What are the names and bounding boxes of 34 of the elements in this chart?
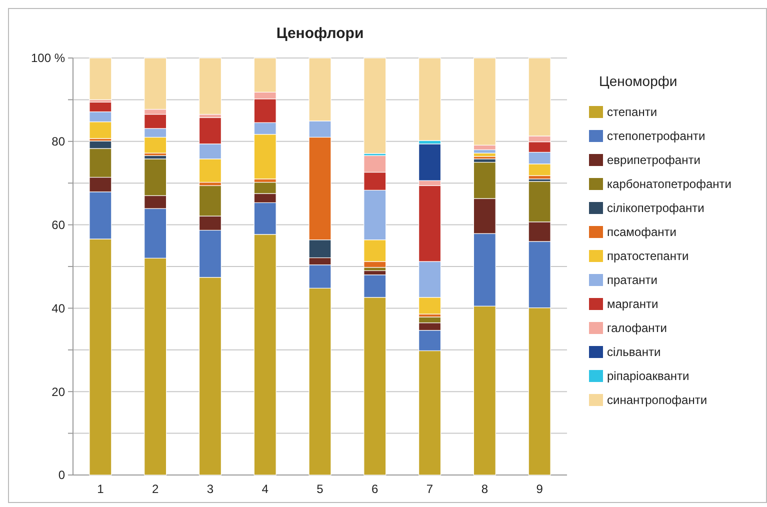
bar [418,58,442,141]
x-tick-label: 7 [426,482,434,496]
bar [364,58,386,154]
x-tick-label: 1 [97,482,104,496]
legend-label: карбонатопетрофанти [607,177,732,192]
legend-label: марганти [607,297,658,312]
legend-label: галофанти [607,321,667,336]
legend-title: Ценоморфи [599,73,678,89]
legend-label: ріпаріоакванти [607,369,690,384]
y-tick-label: 80 [52,134,66,149]
chart-title: Ценофлори [276,25,364,42]
x-tick-label: 2 [152,482,159,496]
legend-label: пратостепанти [607,249,689,264]
legend-label: степанти [607,105,658,120]
x-tick-label: 9 [536,482,544,496]
bar [198,58,222,115]
legend-label: еврипетрофанти [607,153,700,168]
bar [89,58,112,100]
legend-label: степопетрофанти [607,129,706,144]
x-tick-label: 8 [481,482,488,496]
y-tick-label: 20 [52,384,66,399]
legend-label: сільванти [607,345,661,360]
x-tick-label: 6 [372,482,379,496]
y-tick-label: 60 [52,218,66,232]
legend-label: псамофанти [607,225,676,240]
y-tick-label: 40 [52,301,66,316]
x-tick-label: 3 [206,482,214,496]
x-tick-label: 4 [262,482,269,496]
y-tick-label: 0 [58,468,66,482]
legend-label: сілікопетрофанти [607,201,704,216]
legend-label: пратанти [607,273,658,288]
x-tick-label: 5 [316,482,324,496]
y-tick-label: 100 % [30,51,66,66]
legend-label: синантропофанти [607,393,708,408]
